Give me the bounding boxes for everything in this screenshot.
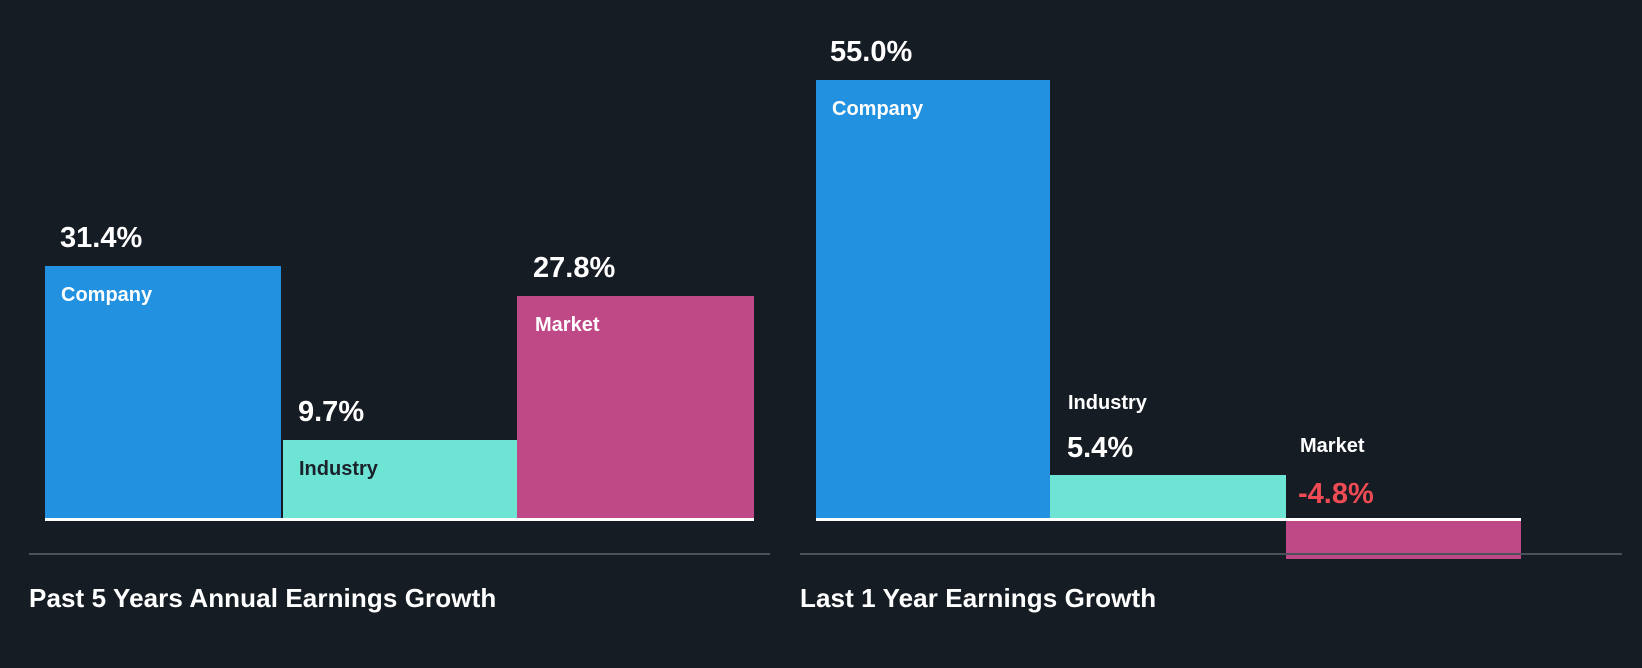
bar-industry[interactable]: Industry: [283, 440, 517, 518]
bar-label-company: Company: [832, 98, 924, 120]
axis-rule: [29, 553, 770, 555]
panel-last-1-year: 55.0% Company Industry 5.4% Market -4.8%…: [790, 0, 1642, 668]
bar-company[interactable]: Company: [45, 266, 281, 518]
panel-title-past-5-years: Past 5 Years Annual Earnings Growth: [29, 583, 497, 613]
bar-label-industry: Industry: [299, 458, 378, 480]
bar-label-company: Company: [61, 284, 153, 306]
bar-label-market: Market: [1300, 435, 1365, 457]
bar-industry[interactable]: [1050, 475, 1286, 518]
bar-value-industry: 9.7%: [298, 396, 365, 428]
bar-value-market: -4.8%: [1298, 478, 1374, 510]
bar-market[interactable]: Market: [517, 296, 754, 518]
bar-value-industry: 5.4%: [1067, 432, 1134, 464]
bar-label-market: Market: [535, 314, 600, 336]
panel-past-5-years: 31.4% Company 9.7% Industry 27.8% Market…: [0, 0, 790, 668]
bar-company[interactable]: Company: [816, 80, 1050, 518]
zero-baseline: [816, 518, 1521, 521]
bar-market[interactable]: [1286, 521, 1521, 559]
axis-rule: [800, 553, 1622, 555]
panel-title-last-1-year: Last 1 Year Earnings Growth: [800, 583, 1157, 613]
bar-value-company: 55.0%: [830, 36, 913, 68]
bar-label-industry: Industry: [1068, 392, 1147, 414]
bar-value-market: 27.8%: [533, 252, 616, 284]
zero-baseline: [45, 518, 754, 521]
bar-value-company: 31.4%: [60, 222, 143, 254]
